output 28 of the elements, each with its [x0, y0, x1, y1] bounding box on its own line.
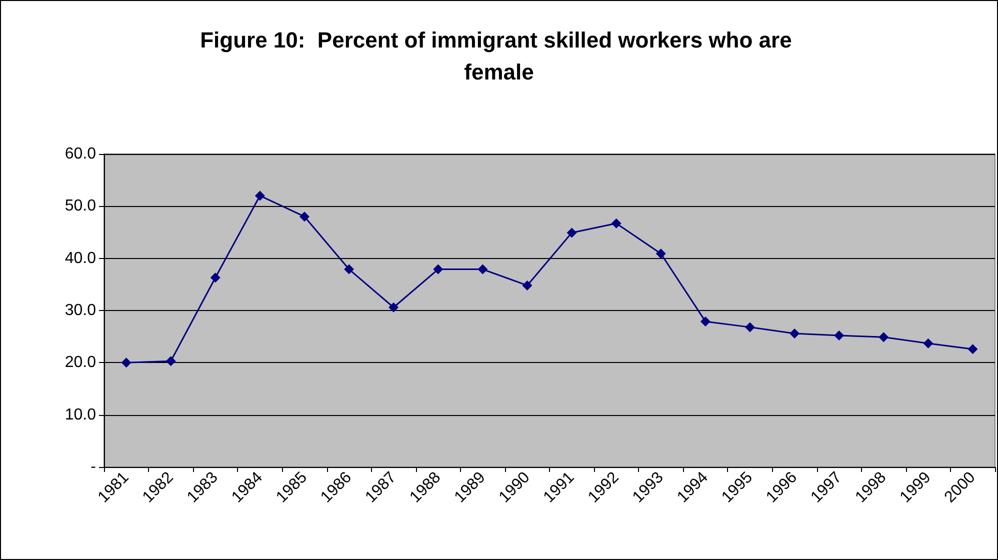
- point: [121, 358, 132, 368]
- y-tick-label: 30.0: [64, 302, 96, 319]
- point: [478, 264, 488, 274]
- y-tick-label: 20.0: [64, 354, 96, 372]
- point: [611, 218, 622, 228]
- point: [344, 264, 354, 274]
- y-tick-label: -: [90, 458, 96, 476]
- point: [566, 228, 577, 238]
- point: [299, 212, 310, 222]
- y-tick-label: 10.0: [64, 406, 96, 424]
- point: [210, 272, 220, 283]
- point: [744, 322, 755, 332]
- point: [968, 344, 978, 354]
- point: [790, 328, 800, 338]
- point: [878, 332, 889, 342]
- point: [433, 264, 444, 274]
- point: [166, 356, 176, 366]
- point: [923, 338, 934, 348]
- chart-title: Figure 10: Percent of immigrant skilled workers who are female: [200, 28, 798, 84]
- y-tick-label: 50.0: [64, 198, 96, 215]
- y-tick-label: 60.0: [64, 146, 96, 162]
- point: [700, 316, 710, 326]
- y-tick-label: 40.0: [64, 250, 96, 267]
- point: [656, 248, 666, 259]
- point: [254, 190, 265, 201]
- point: [834, 330, 844, 341]
- point: [522, 280, 532, 290]
- point: [388, 302, 399, 312]
